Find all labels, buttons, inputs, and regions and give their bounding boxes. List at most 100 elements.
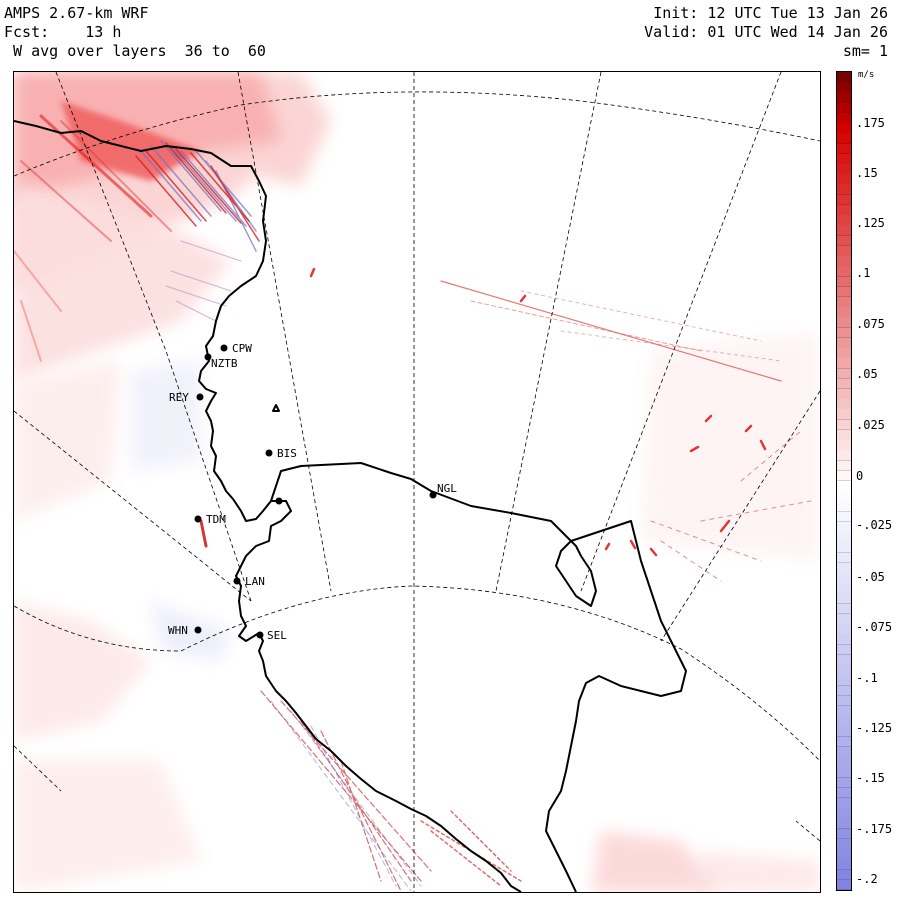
colorbar-band xyxy=(837,573,851,584)
colorbar-band xyxy=(837,726,851,738)
colorbar-band xyxy=(837,72,851,83)
colorbar-band xyxy=(837,276,851,288)
colorbar-band xyxy=(837,266,851,277)
colorbar-band xyxy=(837,123,851,134)
colorbar-band xyxy=(837,460,851,472)
colorbar-band xyxy=(837,307,851,318)
colorbar-unit: m/s xyxy=(858,70,875,80)
graticule xyxy=(14,72,820,892)
colorbar-band xyxy=(837,808,851,819)
colorbar-band xyxy=(837,644,851,656)
map-panel: CPW NZTB REY BIS TDM NGL LAN WHN SEL xyxy=(13,71,821,893)
colorbar-band xyxy=(837,215,851,226)
colorbar-band xyxy=(837,797,851,809)
field-description: W avg over layers 36 to 60 xyxy=(4,42,266,60)
colorbar-band xyxy=(837,542,851,554)
colorbar-tick-label: -.075 xyxy=(856,620,893,634)
colorbar-band xyxy=(837,521,851,533)
colorbar-band xyxy=(837,245,851,257)
colorbar-band xyxy=(837,194,851,206)
station-label: REY xyxy=(169,391,189,404)
colorbar-band xyxy=(837,613,851,625)
colorbar-band xyxy=(837,174,851,185)
colorbar-tick-label: .05 xyxy=(856,367,878,381)
colorbar-tick-label: .075 xyxy=(856,317,885,331)
colorbar-tick-label: .125 xyxy=(856,216,885,230)
colorbar-band xyxy=(837,429,851,441)
colorbar-band xyxy=(837,838,851,850)
colorbar-tick-label: .1 xyxy=(856,266,871,280)
colorbar-band xyxy=(837,164,851,175)
colorbar-band xyxy=(837,399,851,410)
colorbar-band xyxy=(837,368,851,380)
station-TDM: TDM xyxy=(194,513,226,526)
colorbar-band xyxy=(837,358,851,370)
colorbar-band xyxy=(837,859,851,871)
colorbar-band xyxy=(837,654,851,666)
colorbar-band xyxy=(837,818,851,830)
station-NZTB: NZTB xyxy=(204,353,238,370)
colorbar-band xyxy=(837,82,851,93)
colorbar-band xyxy=(837,705,851,717)
station-SEL: SEL xyxy=(256,629,287,642)
station-REY: REY xyxy=(169,391,204,404)
colorbar-band xyxy=(837,736,851,748)
init-time: Init: 12 UTC Tue 13 Jan 26 xyxy=(653,4,888,22)
colorbar-band xyxy=(837,388,851,400)
colorbar-band xyxy=(837,685,851,697)
colorbar-band xyxy=(837,746,851,758)
station-CPW: CPW xyxy=(220,342,252,355)
colorbar-band xyxy=(837,419,851,431)
station-label: TDM xyxy=(206,513,226,526)
colorbar-tick-label: -.15 xyxy=(856,771,885,785)
station-label: SEL xyxy=(267,629,287,642)
colorbar-band xyxy=(837,757,851,768)
colorbar-band xyxy=(837,777,851,789)
colorbar-band xyxy=(837,112,851,124)
colorbar-band xyxy=(837,716,851,727)
smoothing-label: sm= 1 xyxy=(842,42,888,60)
station-label: NZTB xyxy=(211,357,238,370)
colorbar-band xyxy=(837,204,851,216)
colorbar-band xyxy=(837,532,851,543)
map-canvas: CPW NZTB REY BIS TDM NGL LAN WHN SEL xyxy=(14,72,820,892)
colorbar-tick-label: .175 xyxy=(856,116,885,130)
colorbar-tick-label: -.1 xyxy=(856,671,878,685)
model-title: AMPS 2.67-km WRF xyxy=(4,4,149,22)
forecast-hour: Fcst: 13 h xyxy=(4,23,122,41)
colorbar-band xyxy=(837,470,851,482)
colorbar-tick-label: .025 xyxy=(856,418,885,432)
colorbar-band xyxy=(837,153,851,165)
colorbar-band xyxy=(837,184,851,196)
colorbar-tick-label: -.2 xyxy=(856,872,878,886)
colorbar-band xyxy=(837,102,851,114)
colorbar-band xyxy=(837,235,851,247)
vertical-velocity-shading xyxy=(14,72,820,892)
colorbar-band xyxy=(837,337,851,349)
station-label: BIS xyxy=(277,447,297,460)
colorbar-band xyxy=(837,256,851,267)
station-BIS: BIS xyxy=(265,447,297,460)
station-WHN: WHN xyxy=(168,624,202,637)
station-label: WHN xyxy=(168,624,188,637)
colorbar-band xyxy=(837,450,851,462)
colorbar-band xyxy=(837,143,851,155)
colorbar-band xyxy=(837,491,851,502)
colorbar-band xyxy=(837,665,851,676)
colorbar-band xyxy=(837,879,851,891)
colorbar-band xyxy=(837,603,851,615)
colorbar-band xyxy=(837,409,851,421)
colorbar-band xyxy=(837,511,851,523)
colorbar-band xyxy=(837,624,851,635)
colorbar-tick-label: -.175 xyxy=(856,822,893,836)
station-label: CPW xyxy=(232,342,252,355)
colorbar-band xyxy=(837,133,851,145)
colorbar-tick-label: -.05 xyxy=(856,570,885,584)
colorbar-band xyxy=(837,787,851,799)
coastline xyxy=(14,120,687,892)
colorbar-band xyxy=(837,562,851,574)
colorbar-tick-label: .15 xyxy=(856,166,878,180)
station-LAN: LAN xyxy=(233,575,265,588)
station-label: LAN xyxy=(245,575,265,588)
colorbar-band xyxy=(837,849,851,860)
